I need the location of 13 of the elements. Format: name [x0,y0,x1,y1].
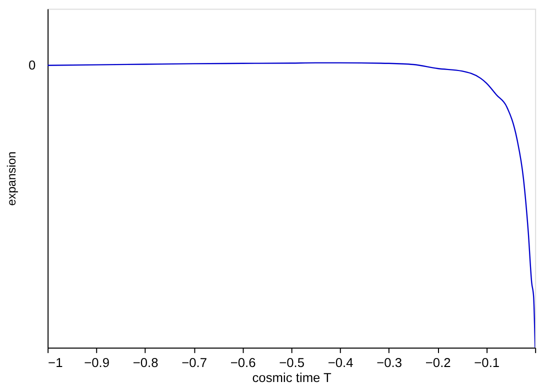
x-tick-label: −0.4 [328,354,354,370]
x-tick-label: −0.7 [182,354,208,370]
x-tick-label: −0.2 [425,354,451,370]
x-tick-label: −0.3 [376,354,402,370]
y-axis-title: expansion [4,152,18,206]
x-tick-label: −0.9 [84,354,110,370]
x-tick-label: −1 [48,354,63,370]
x-tick-label: −0.8 [132,354,158,370]
x-tick-label: −0.6 [230,354,256,370]
x-axis-title: cosmic time T [252,370,332,385]
annotation: 0 [28,57,36,72]
x-tick-label: −0.5 [279,354,305,370]
x-tick-label: −0.1 [474,354,500,370]
